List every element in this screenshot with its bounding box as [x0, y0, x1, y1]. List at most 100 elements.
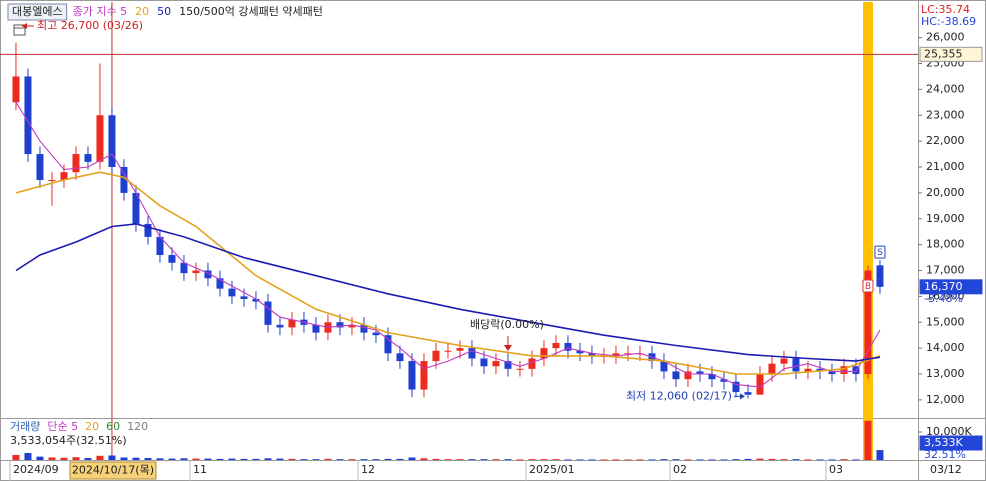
candle-body [24, 76, 32, 155]
stock-name-box [7, 3, 68, 21]
last-change: -3.48% [924, 292, 963, 305]
candle-body [132, 192, 140, 224]
y-tick-label: 22,000 [926, 134, 965, 147]
candle-body [612, 353, 620, 356]
volume-y-tick-label: 10,000K [926, 425, 972, 438]
candle-body [264, 301, 272, 325]
stock-name: 대봉엘에스 [12, 5, 63, 18]
volume-bar [588, 459, 596, 461]
volume-bar [372, 459, 380, 460]
y-tick-label: 15,000 [926, 315, 965, 328]
candle-body [588, 353, 596, 356]
candle-body [468, 348, 476, 359]
candle-body [480, 358, 488, 367]
volume-bar [360, 459, 368, 460]
volume-bar [384, 458, 392, 460]
volume-bar [144, 458, 152, 460]
volume-last-box [919, 435, 983, 451]
volume-bar [756, 458, 764, 460]
candle-body [348, 324, 356, 328]
candle-body [360, 324, 368, 333]
volume-bar [156, 458, 164, 460]
volume-bar [216, 458, 224, 460]
candle-body [540, 348, 548, 359]
candle-body [492, 361, 500, 367]
volume-bar [708, 459, 716, 461]
candle-body [228, 288, 236, 297]
volume-bar [876, 450, 884, 460]
volume-bar [324, 458, 332, 460]
candle-body [504, 361, 512, 369]
volume-bar [648, 459, 656, 461]
dividend-annotation: 배당락(0.00%) [470, 318, 544, 331]
volume-bar [672, 459, 680, 460]
candle-body [252, 298, 260, 302]
candle-body [528, 358, 536, 369]
volume-bar [192, 458, 200, 460]
candle-body [660, 361, 668, 372]
candle-body [276, 324, 284, 328]
high-arrow-head [22, 23, 27, 29]
volume-bar [684, 459, 692, 461]
candle-body [732, 381, 740, 393]
volume-bar [864, 420, 872, 460]
legend-extra: 150/500억 강세패턴 약세패턴 [179, 4, 323, 18]
volume-bar [804, 459, 812, 461]
crosshair-date: 2024/10/17(목) [72, 464, 154, 477]
volume-bar [600, 459, 608, 461]
volume-bar [612, 459, 620, 461]
volume-legend-entry: 거래량 [10, 420, 40, 433]
candle-body [120, 167, 128, 193]
volume-bar [252, 458, 260, 460]
x-tick-label: 12 [361, 463, 375, 476]
volume-bar [636, 459, 644, 461]
candle-body [696, 371, 704, 375]
candle-body [384, 335, 392, 354]
volume-bar [432, 458, 440, 460]
candle-body [420, 361, 428, 390]
candle-body [720, 379, 728, 382]
candle-body [852, 366, 860, 375]
volume-bar [576, 459, 584, 461]
volume-bar [84, 458, 92, 460]
volume-bar [444, 459, 452, 460]
candle-body [828, 371, 836, 375]
volume-bar [852, 459, 860, 461]
y-tick-label: 17,000 [926, 264, 965, 277]
volume-bar [732, 459, 740, 460]
volume-bar [720, 459, 728, 461]
volume-bar [72, 457, 80, 460]
candle-body [12, 76, 20, 103]
volume-bar [480, 459, 488, 460]
volume-bar [660, 459, 668, 460]
candle-body [168, 254, 176, 263]
dividend-arrow-head [503, 345, 512, 351]
volume-bar [840, 459, 848, 460]
legend-entry: 50 [157, 5, 171, 18]
signal-marker-label: B [865, 282, 871, 292]
volume-bar [396, 458, 404, 460]
volume-legend-entry: 120 [127, 420, 148, 433]
candle-body [684, 371, 692, 380]
volume-bar [780, 459, 788, 460]
signal-marker [862, 279, 874, 293]
volume-bar [420, 458, 428, 460]
candle-body [840, 366, 848, 375]
candle-body [60, 172, 68, 180]
volume-bar [744, 458, 752, 460]
candle-body [288, 319, 296, 328]
crosshair-date-box [69, 461, 157, 480]
x-tick-label: 02 [673, 463, 687, 476]
volume-last: 3,533K [924, 436, 963, 449]
candle-body [36, 154, 44, 180]
moving-average-line [15, 171, 881, 375]
high-annotation: 최고 26,700 (03/26) [37, 19, 143, 32]
volume-bar [12, 454, 20, 460]
candle-body [72, 154, 80, 173]
candle-body [48, 179, 56, 181]
volume-bar [48, 457, 56, 460]
moving-average-line [15, 102, 881, 388]
y-tick-label: 24,000 [926, 82, 965, 95]
last-price: 16,370 [924, 280, 963, 293]
